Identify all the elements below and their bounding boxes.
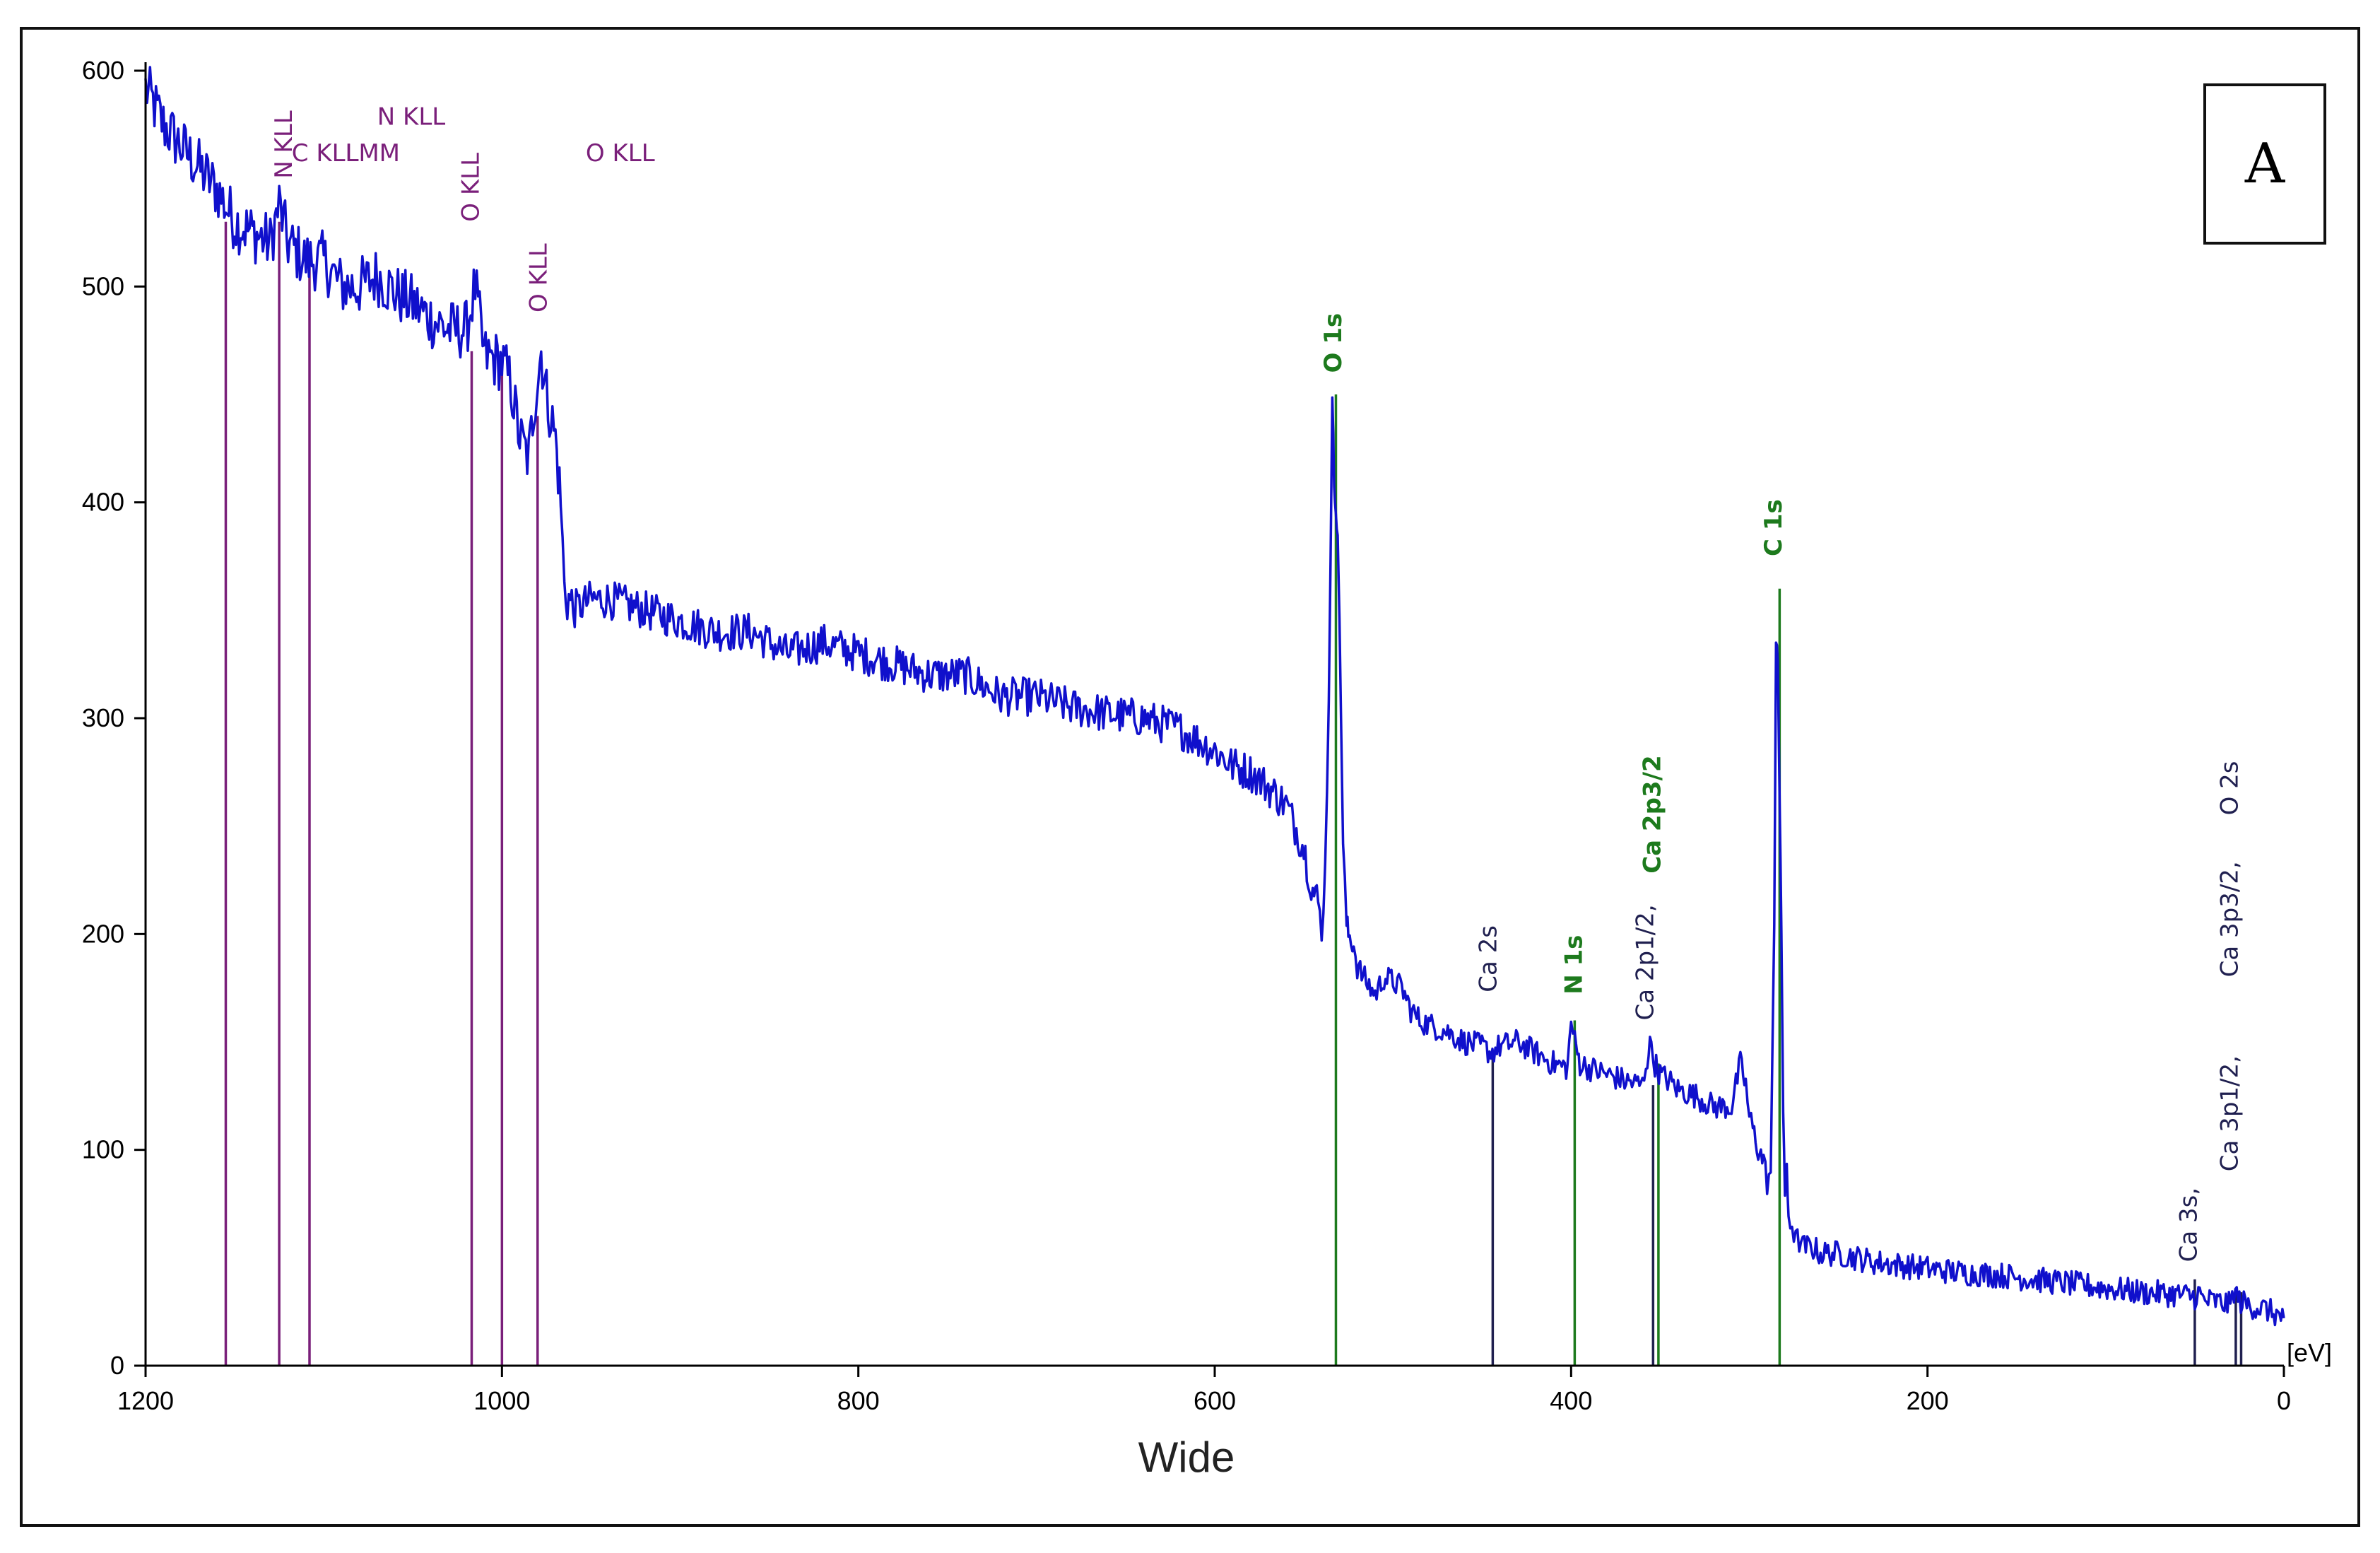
x-tick-label: 200 [1907,1386,1949,1415]
spectrum-line [144,66,2285,1327]
peak-label-3: LMM [345,139,400,168]
xps-spectrum-chart: 0 100 200 300 400 500 600 1200 1000 800 600 400 200 0… [82,56,2332,1481]
x-unit-label: [eV] [2287,1338,2332,1367]
figure-frame: 0 100 200 300 400 500 600 1200 1000 800 600 400 200 0… [20,27,2360,1527]
peak-label-2: N KLL [270,110,298,178]
peak-label-11: Ca 2p3/2 [1638,755,1666,873]
peak-label-0: C KLL [292,139,359,168]
x-tick-label: 800 [837,1386,880,1415]
y-tick-label: 200 [82,919,124,948]
x-tick-label: 0 [2277,1386,2291,1415]
peak-label-9: N 1s [1560,935,1589,995]
peak-label-15: Ca 3p3/2, [2215,861,2244,977]
peak-label-1: N KLL [377,102,445,131]
peak-label-7: O 1s [1319,313,1348,373]
y-tick-label: 300 [82,703,124,732]
peak-label-14: Ca 3p1/2, [2215,1055,2244,1171]
x-axis-title: Wide [1138,1434,1235,1481]
x-tick-label: 600 [1194,1386,1236,1415]
y-tick-label: 400 [82,488,124,517]
panel-label-box: A [2203,83,2326,245]
peak-label-6: O KLL [524,243,553,312]
panel-label: A [2244,132,2285,196]
peak-label-12: C 1s [1760,499,1788,556]
y-tick-label: 500 [82,271,124,300]
peak-label-8: Ca 2s [1474,925,1502,992]
x-tick-label: 400 [1550,1386,1592,1415]
peak-label-10: Ca 2p1/2, [1631,904,1659,1020]
x-tick-label: 1000 [473,1386,530,1415]
peak-label-16: O 2s [2215,761,2244,815]
stick-peaks-layer [224,221,2243,1366]
peak-label-4: O KLL [457,153,485,222]
y-tick-label: 100 [82,1135,124,1164]
y-tick-label: 600 [82,56,124,85]
peak-label-5: O KLL [586,139,655,168]
x-tick-label: 1200 [117,1386,174,1415]
peak-label-13: Ca 3s, [2174,1188,2203,1262]
axes-layer: 0 100 200 300 400 500 600 1200 1000 800 600 400 200 0… [82,56,2332,1481]
y-tick-label: 0 [110,1351,124,1380]
